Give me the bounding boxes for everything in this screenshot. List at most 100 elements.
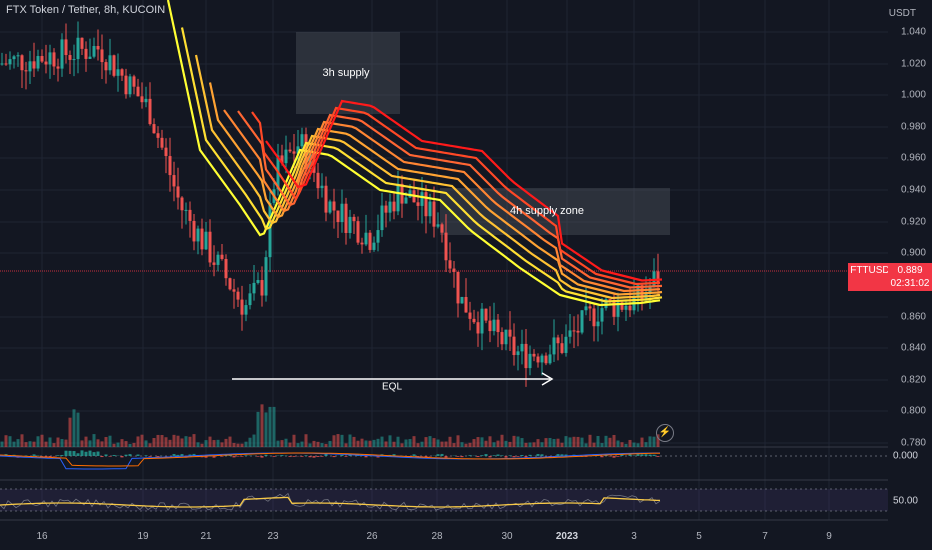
- volume-bar: [52, 443, 56, 447]
- macd-hist-bar: [84, 451, 88, 456]
- candle-body: [516, 351, 520, 356]
- candle-body: [256, 280, 260, 283]
- macd-hist-bar: [236, 456, 240, 457]
- eql-label: EQL: [381, 381, 403, 393]
- volume-bar: [88, 440, 92, 447]
- macd-hist-bar: [308, 456, 312, 458]
- candle-body: [48, 52, 52, 65]
- volume-bar: [276, 440, 280, 447]
- volume-bar: [416, 443, 420, 447]
- volume-bar: [116, 442, 120, 447]
- candle-body: [296, 146, 300, 154]
- candle-body: [44, 61, 48, 65]
- volume-bar: [132, 442, 136, 447]
- price-tick: 0.780: [900, 437, 926, 449]
- volume-bar: [160, 435, 164, 447]
- volume-bar: [444, 441, 448, 447]
- volume-bar: [156, 434, 160, 447]
- candle-body: [220, 254, 224, 259]
- lightning-icon[interactable]: ⚡: [656, 424, 674, 442]
- candle-body: [288, 149, 292, 152]
- macd-hist-bar: [656, 456, 660, 457]
- macd-hist-bar: [600, 456, 604, 458]
- volume-bar: [328, 440, 332, 447]
- candle-body: [148, 98, 152, 125]
- macd-hist-bar: [612, 456, 616, 458]
- candle-body: [24, 70, 28, 72]
- candle-body: [548, 354, 552, 364]
- volume-bar: [628, 439, 632, 447]
- macd-hist-bar: [48, 456, 52, 458]
- candle-body: [552, 337, 556, 355]
- candle-body: [376, 230, 380, 243]
- candle-body: [168, 156, 172, 176]
- candle-body: [532, 353, 536, 357]
- volume-bar: [24, 442, 28, 447]
- volume-bar: [184, 436, 188, 447]
- ma-line: [194, 54, 661, 300]
- volume-bar: [460, 442, 464, 447]
- candle-body: [324, 185, 328, 213]
- macd-hist-bar: [376, 456, 380, 458]
- volume-bar: [456, 435, 460, 447]
- candle-body: [32, 61, 36, 69]
- candle-body: [8, 59, 12, 65]
- macd-hist-bar: [508, 455, 512, 456]
- volume-bar: [500, 434, 504, 447]
- volume-bar: [368, 440, 372, 447]
- volume-bar: [256, 411, 260, 447]
- candle-body: [432, 201, 436, 227]
- grid-lines: [0, 0, 888, 521]
- candle-body: [0, 63, 4, 65]
- candle-body: [12, 56, 16, 60]
- candle-body: [180, 197, 184, 211]
- volume-bar: [56, 437, 60, 447]
- candle-body: [60, 39, 64, 69]
- candle-body: [424, 192, 428, 217]
- candle-body: [16, 55, 20, 57]
- candle-body: [236, 291, 240, 300]
- candle-body: [232, 289, 236, 292]
- volume-bar: [252, 434, 256, 447]
- ma-line: [208, 82, 663, 296]
- ma-line: [265, 99, 663, 282]
- candle-body: [284, 149, 288, 164]
- macd-hist-bar: [332, 456, 336, 458]
- last-price-label: 0.889 02:31:02: [888, 263, 932, 291]
- macd-hist-bar: [240, 456, 244, 457]
- macd-hist-bar: [644, 454, 648, 456]
- macd-hist-bar: [560, 454, 564, 456]
- candle-body: [580, 310, 584, 333]
- candle-body: [600, 308, 604, 322]
- candle-body: [264, 257, 268, 296]
- volume-bar: [420, 441, 424, 447]
- eql-arrowhead: [541, 372, 554, 386]
- price-tick: 1.020: [900, 58, 926, 70]
- volume-bar: [392, 441, 396, 447]
- volume-bar: [388, 435, 392, 447]
- macd-hist-bar: [288, 456, 292, 457]
- candle-body: [184, 209, 188, 211]
- volume-bar: [476, 437, 480, 447]
- candle-body: [436, 224, 440, 227]
- candle-body: [428, 201, 432, 217]
- candle-body: [504, 329, 508, 345]
- candle-body: [176, 186, 180, 198]
- volume-bar: [300, 441, 304, 447]
- rsi-pane: [0, 488, 888, 512]
- volume-bar: [344, 443, 348, 447]
- volume-bar: [128, 443, 132, 447]
- time-tick: 2023: [555, 531, 579, 542]
- macd-pane: [0, 450, 888, 470]
- symbol-title[interactable]: FTX Token / Tether, 8h, KUCOIN: [6, 4, 166, 16]
- volume-bar: [568, 437, 572, 447]
- candle-body: [404, 197, 408, 204]
- candle-body: [480, 308, 484, 334]
- macd-hist-bar: [392, 454, 396, 456]
- macd-hist-bar: [468, 455, 472, 456]
- macd-hist-bar: [156, 456, 160, 458]
- volume-bar: [504, 440, 508, 447]
- volume-bar: [348, 434, 352, 447]
- candle-body: [448, 260, 452, 269]
